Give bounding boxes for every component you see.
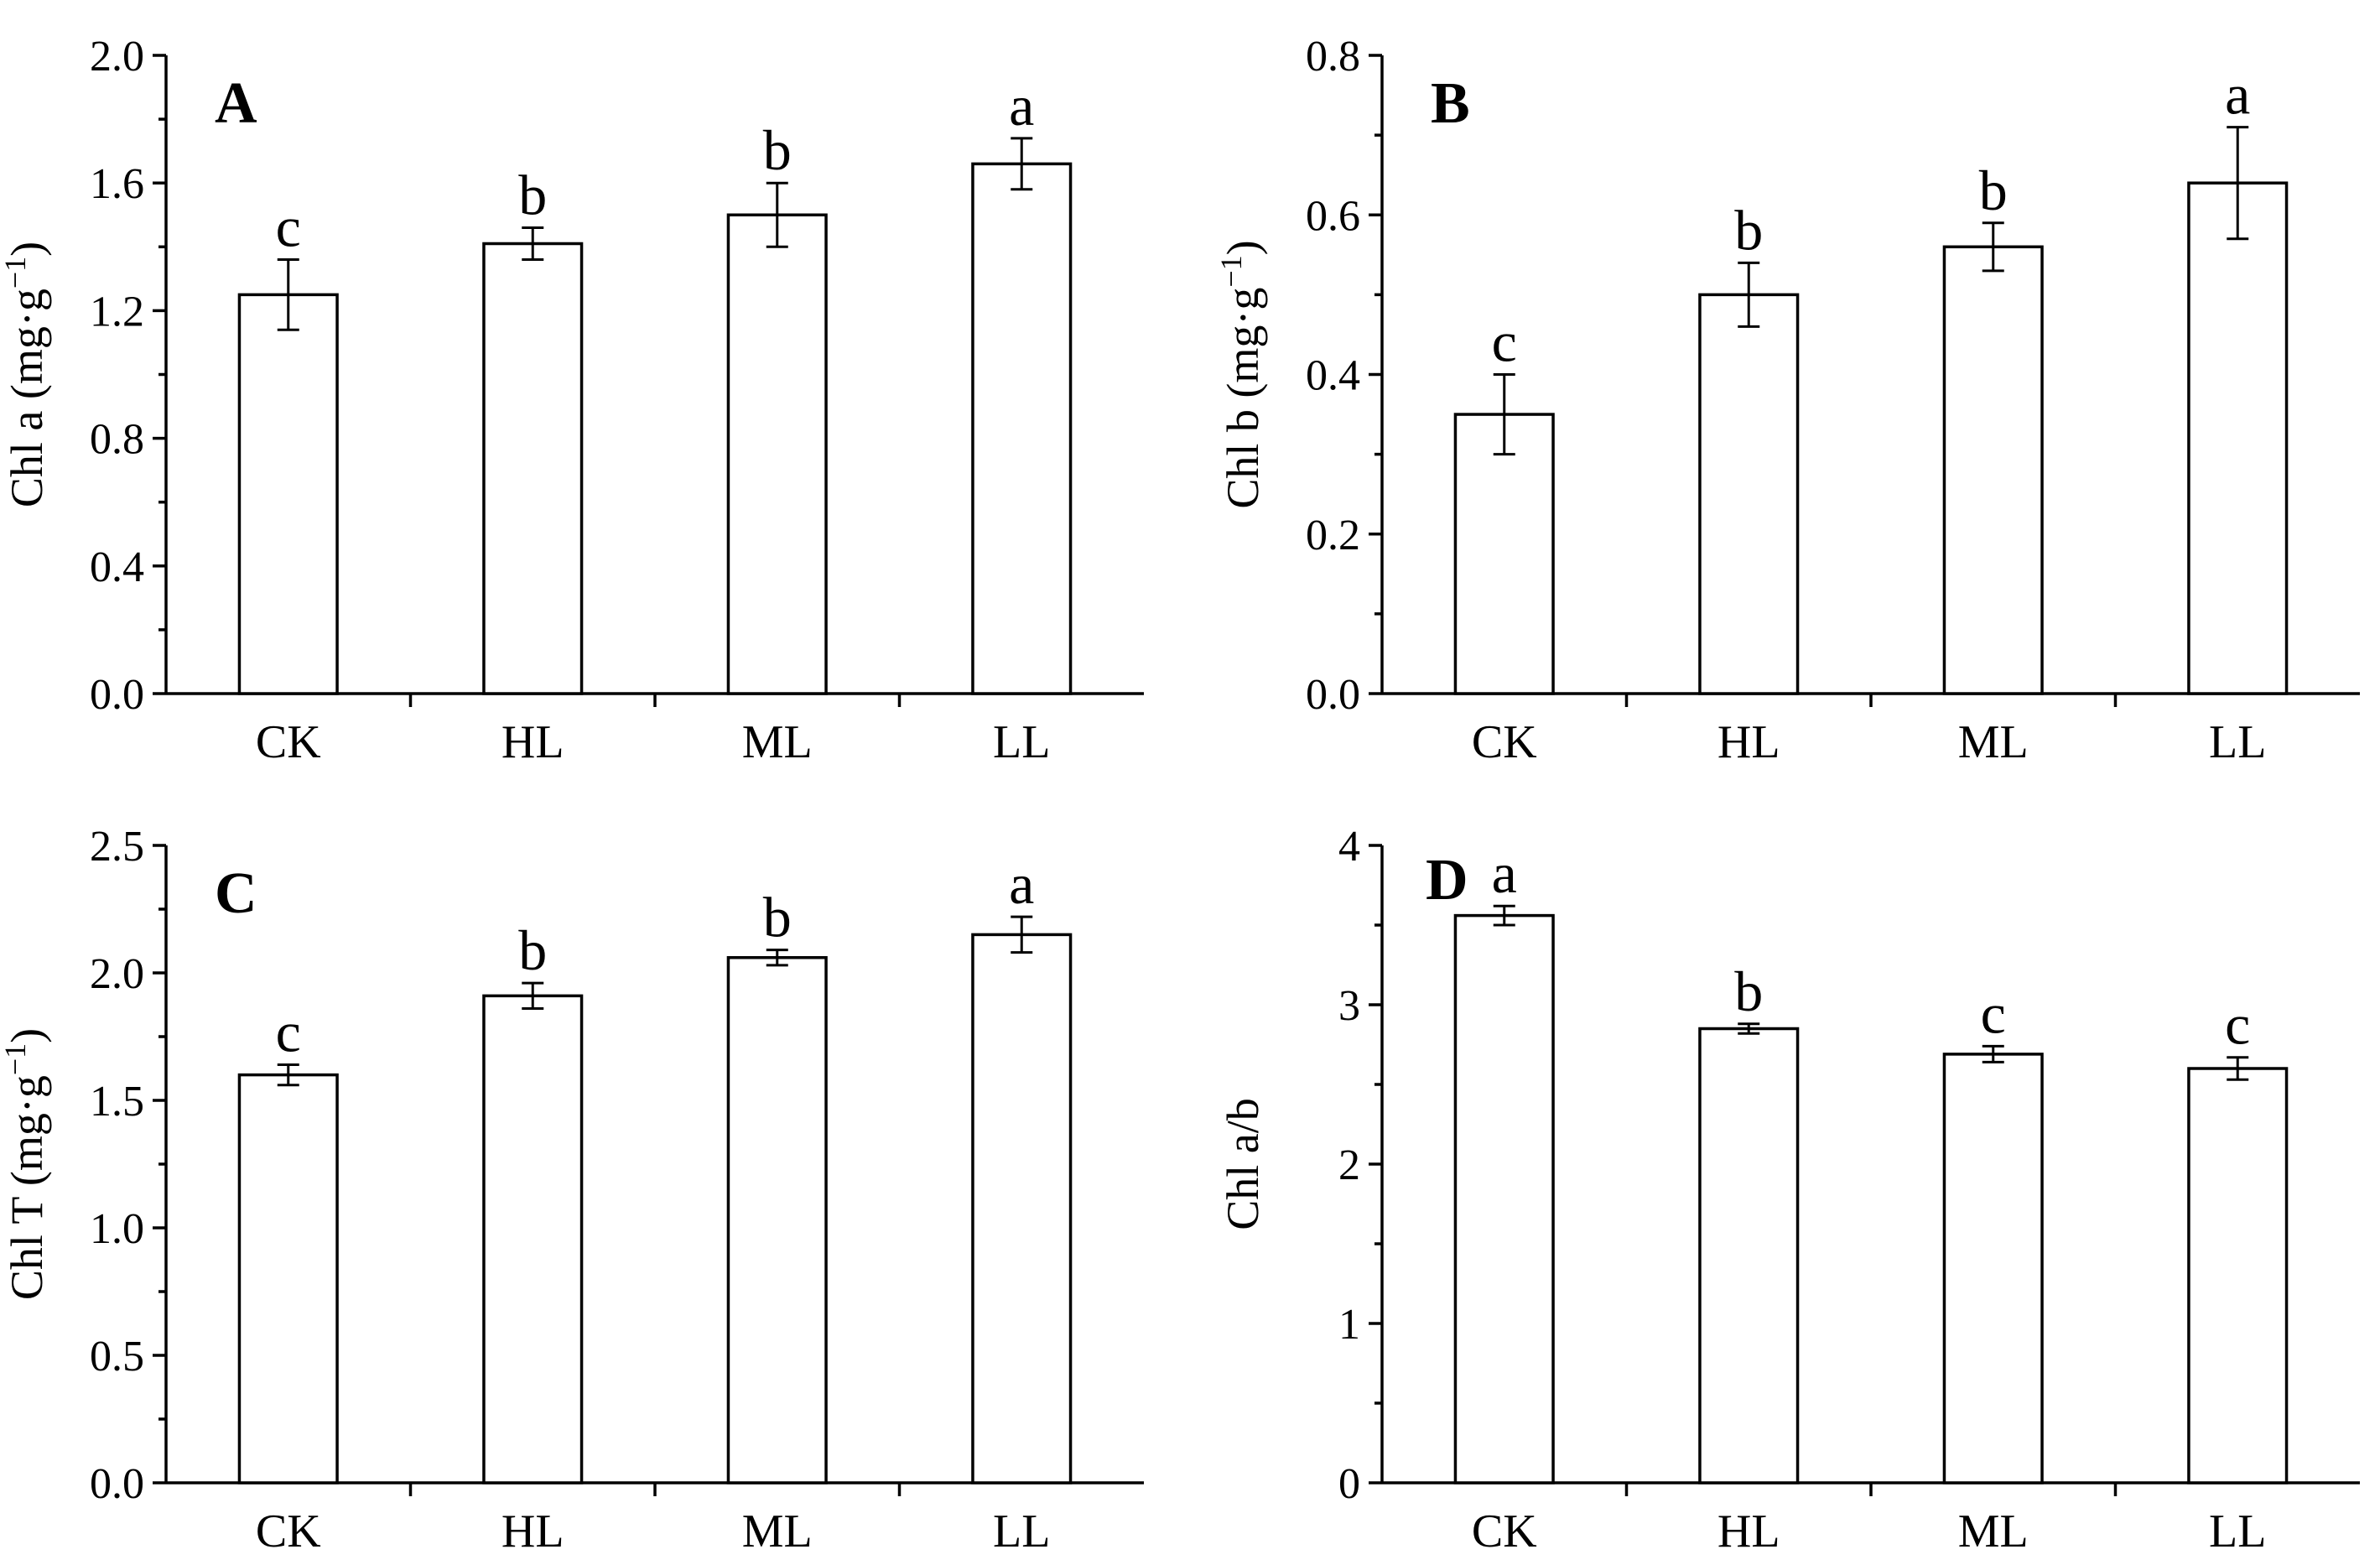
y-axis-title: Chl a/b [1218, 1098, 1268, 1230]
y-tick-label: 0.0 [90, 1460, 144, 1508]
x-tick-label-ll: LL [993, 1505, 1050, 1557]
x-tick-label-ll: LL [2209, 1505, 2266, 1557]
significance-letter: b [1734, 198, 1763, 262]
x-tick-label-ll: LL [993, 716, 1050, 768]
x-tick-label-hl: HL [1717, 1505, 1780, 1557]
bar-ll [2187, 1067, 2289, 1484]
y-tick-label: 2.5 [90, 823, 144, 871]
y-tick-label: 0.8 [1306, 33, 1360, 81]
y-tick-label: 1.6 [90, 160, 144, 208]
y-tick-label: 3 [1338, 982, 1360, 1030]
y-tick-label: 2.0 [90, 950, 144, 998]
bar-ll [971, 162, 1073, 695]
significance-letter: b [763, 886, 792, 949]
x-tick-label-hl: HL [1717, 716, 1780, 768]
chart-panel-a: 0.0 0.4 0.8 1.2 1.6 2.0 CK HL ML LL c b b a A Chl a (mg… [0, 33, 1144, 768]
significance-letter: a [2225, 63, 2250, 127]
y-axis-title: Chl a (mg·g−1) [0, 242, 52, 507]
y-tick-label: 4 [1338, 823, 1360, 871]
y-tick-label: 1.0 [90, 1205, 144, 1253]
bar-ml [726, 956, 828, 1484]
y-tick-label: 0.8 [90, 416, 144, 464]
y-tick-label: 0.5 [90, 1333, 144, 1380]
bar-ml [726, 213, 828, 695]
bar-ck [1453, 413, 1555, 695]
significance-letter: a [1009, 852, 1034, 916]
y-tick-label: 0.0 [90, 671, 144, 719]
y-tick-label: 2 [1338, 1141, 1360, 1189]
bar-ck [237, 1073, 339, 1484]
x-tick-label-ll: LL [2209, 716, 2266, 768]
x-tick-label-hl: HL [501, 716, 564, 768]
panel-label: B [1431, 71, 1470, 136]
y-tick-label: 1.5 [90, 1078, 144, 1126]
chart-panel-c: 0.0 0.5 1.0 1.5 2.0 2.5 CK HL ML LL c b b a C Chl T (mg… [0, 823, 1144, 1557]
x-tick-label-ck: CK [1472, 716, 1537, 768]
significance-letter: b [518, 163, 547, 226]
panel-label: D [1426, 848, 1468, 912]
x-tick-label-hl: HL [501, 1505, 564, 1557]
x-tick-label-ck: CK [256, 716, 321, 768]
y-tick-label: 1.2 [90, 288, 144, 335]
bar-hl [1698, 1027, 1800, 1484]
y-tick-label: 0 [1338, 1460, 1360, 1508]
bar-ck [1453, 913, 1555, 1484]
bar-ml [1942, 245, 2044, 695]
y-tick-label: 0.4 [90, 543, 144, 591]
y-tick-label: 2.0 [90, 33, 144, 81]
bar-ml [1942, 1053, 2044, 1484]
significance-letter: a [1009, 74, 1034, 138]
significance-letter: b [1734, 959, 1763, 1023]
significance-letter: b [518, 918, 547, 982]
significance-letter: b [1979, 159, 2008, 222]
x-tick-label-ml: ML [742, 1505, 813, 1557]
x-tick-label-ck: CK [1472, 1505, 1537, 1557]
significance-letter: b [763, 118, 792, 182]
bar-ck [237, 293, 339, 695]
y-tick-label: 0.4 [1306, 352, 1360, 400]
bar-ll [2187, 181, 2289, 695]
panel-label: A [215, 71, 257, 136]
y-tick-label: 0.6 [1306, 192, 1360, 240]
x-tick-label-ml: ML [742, 716, 813, 768]
chart-panel-d: 0 1 2 3 4 CK HL ML LL a b c c D Chl a/b [1218, 823, 2360, 1557]
panel-label: C [215, 861, 257, 926]
bar-ll [971, 933, 1073, 1484]
bar-hl [1698, 293, 1800, 695]
significance-letter: a [1492, 841, 1517, 905]
x-tick-label-ck: CK [256, 1505, 321, 1557]
significance-letter: c [1981, 981, 2006, 1045]
x-tick-label-ml: ML [1958, 716, 2029, 768]
y-tick-label: 1 [1338, 1301, 1360, 1349]
significance-letter: c [2225, 993, 2250, 1057]
y-tick-label: 0.0 [1306, 671, 1360, 719]
y-tick-label: 0.2 [1306, 512, 1360, 559]
significance-letter: c [276, 195, 301, 259]
significance-letter: c [1492, 310, 1517, 374]
x-tick-label-ml: ML [1958, 1505, 2029, 1557]
significance-letter: c [276, 1000, 301, 1063]
y-axis-title: Chl b (mg·g−1) [1214, 240, 1268, 508]
bar-hl [482, 242, 584, 695]
y-axis-title: Chl T (mg·g−1) [0, 1028, 52, 1300]
chart-panel-b: 0.0 0.2 0.4 0.6 0.8 CK HL ML LL c b b a B Chl b (mg·g−… [1214, 33, 2360, 768]
bar-hl [482, 994, 584, 1484]
